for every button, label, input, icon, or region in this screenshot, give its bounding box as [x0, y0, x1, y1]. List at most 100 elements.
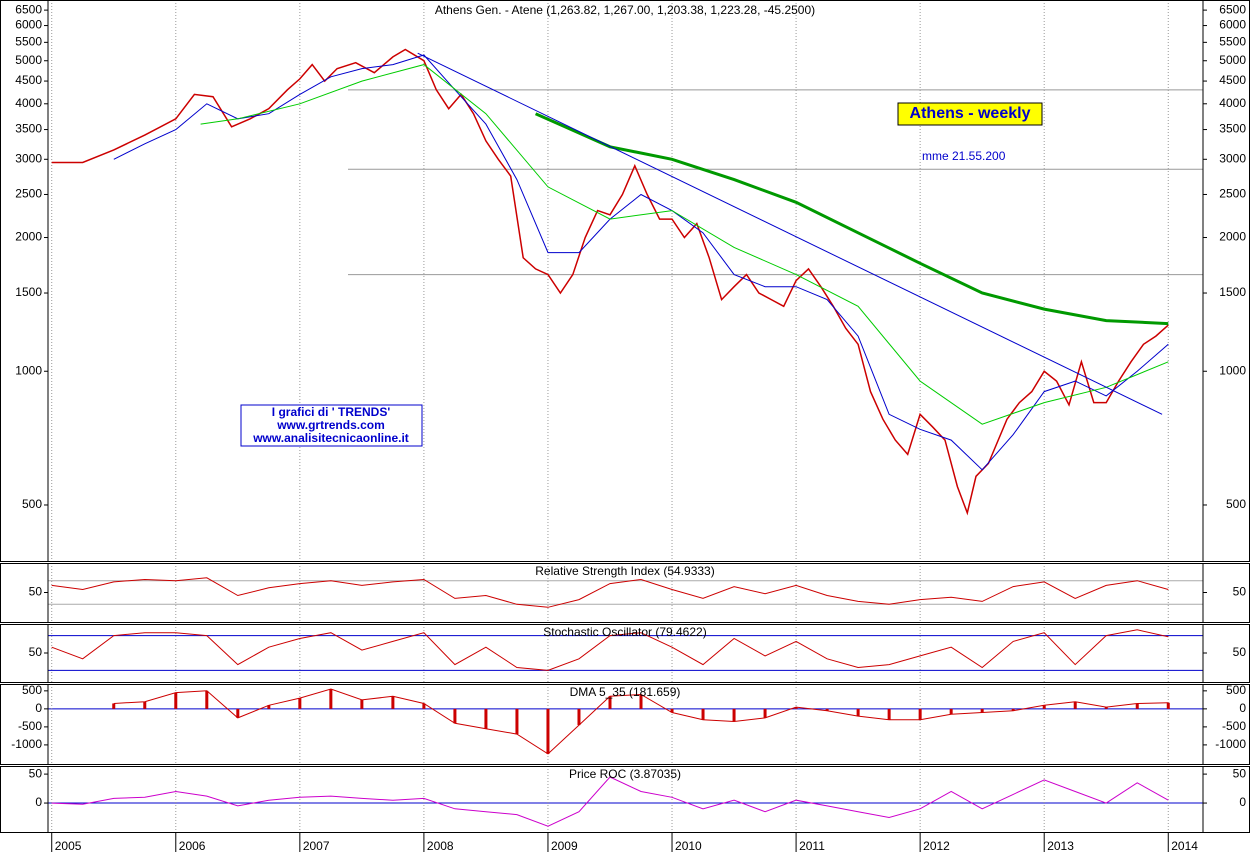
- series-line: [534, 112, 1169, 326]
- y-tick-label: 0: [1239, 795, 1246, 809]
- bar: [422, 703, 426, 709]
- annotation: mme 21.55.200: [922, 149, 1006, 163]
- y-tick-label: 4000: [15, 96, 42, 110]
- x-tick-label: 2006: [179, 839, 206, 853]
- bar: [453, 708, 457, 724]
- bar: [825, 708, 829, 711]
- series-line: [51, 577, 1169, 608]
- x-tick-label: 2008: [427, 839, 454, 853]
- y-tick-label: 2000: [15, 230, 42, 244]
- bar: [1104, 707, 1108, 709]
- bar: [794, 707, 798, 709]
- y-tick-label: 500: [1226, 683, 1246, 697]
- y-tick-label: 3500: [15, 122, 42, 136]
- y-tick-label: 3000: [15, 151, 42, 165]
- y-tick-label: 5000: [1219, 53, 1246, 67]
- y-tick-label: 1500: [15, 285, 42, 299]
- y-tick-label: 0: [1239, 701, 1246, 715]
- y-tick-label: 4000: [1219, 96, 1246, 110]
- panel-title: Relative Strength Index (54.9333): [535, 564, 714, 578]
- grid-layer: [44, 0, 1207, 852]
- y-tick-label: 4500: [15, 73, 42, 87]
- y-tick-label: 1500: [1219, 285, 1246, 299]
- y-tick-label: 0: [35, 701, 42, 715]
- x-tick-label: 2013: [1047, 839, 1074, 853]
- y-tick-label: 500: [22, 497, 42, 511]
- y-tick-label: 1000: [15, 363, 42, 377]
- chart-title: Athens Gen. - Atene (1,263.82, 1,267.00,…: [435, 3, 815, 17]
- series-line: [51, 629, 1169, 671]
- bar: [143, 701, 147, 709]
- bar: [174, 692, 178, 709]
- y-tick-label: 5500: [1219, 35, 1246, 49]
- x-tick-label: 2014: [1171, 839, 1198, 853]
- bar: [112, 703, 116, 709]
- y-tick-label: 50: [29, 766, 43, 780]
- bar: [887, 708, 891, 720]
- panel-title: Price ROC (3.87035): [569, 767, 681, 781]
- bar: [980, 708, 984, 713]
- y-tick-label: 5500: [15, 35, 42, 49]
- bar: [1073, 701, 1077, 709]
- x-tick-label: 2012: [923, 839, 950, 853]
- bar: [236, 708, 240, 718]
- bar: [391, 696, 395, 709]
- panel-title: Stochastic Oscillator (79.4622): [543, 625, 706, 639]
- bar: [360, 699, 364, 709]
- y-tick-label: 1000: [1219, 363, 1246, 377]
- annotation-box: [240, 404, 423, 447]
- y-tick-label: -1000: [11, 737, 42, 751]
- series-line: [417, 52, 1163, 415]
- y-tick-label: 50: [1233, 645, 1247, 659]
- annotation-box: [897, 102, 1043, 126]
- x-tick-label: 2005: [55, 839, 82, 853]
- y-tick-label: 0: [35, 795, 42, 809]
- y-tick-label: 500: [1226, 497, 1246, 511]
- bar: [546, 708, 550, 754]
- bar: [577, 708, 581, 726]
- y-tick-label: 5000: [15, 53, 42, 67]
- series-line: [200, 64, 1169, 425]
- series-line: [113, 688, 1169, 755]
- y-tick-label: -1000: [1215, 737, 1246, 751]
- y-tick-label: 2000: [1219, 230, 1246, 244]
- y-tick-label: 2500: [15, 187, 42, 201]
- x-tick-label: 2011: [799, 839, 825, 853]
- y-tick-label: 50: [1233, 766, 1247, 780]
- y-tick-label: 3500: [1219, 122, 1246, 136]
- y-tick-label: -500: [1222, 719, 1246, 733]
- y-tick-label: 4500: [1219, 73, 1246, 87]
- bar: [1166, 702, 1170, 709]
- bar: [608, 696, 612, 709]
- annotation: Athens - weekly: [910, 105, 1031, 122]
- bar: [205, 690, 209, 709]
- y-tick-label: 2500: [1219, 187, 1246, 201]
- annotation: www.grtrends.com: [276, 418, 385, 432]
- bar: [298, 698, 302, 709]
- marks-layer: [51, 48, 1170, 827]
- y-tick-label: 6500: [15, 2, 42, 16]
- y-tick-label: -500: [18, 719, 42, 733]
- y-tick-label: 6500: [1219, 2, 1246, 16]
- series-line: [51, 776, 1169, 827]
- bar: [949, 708, 953, 715]
- bar: [701, 708, 705, 720]
- bar: [856, 708, 860, 717]
- bar: [484, 708, 488, 729]
- bar: [918, 708, 922, 720]
- bar: [515, 708, 519, 735]
- x-tick-label: 2010: [675, 839, 702, 853]
- annotation: www.analisitecnicaonline.it: [252, 431, 409, 445]
- x-tick-label: 2007: [303, 839, 330, 853]
- bar: [1135, 703, 1139, 709]
- y-tick-label: 50: [29, 585, 43, 599]
- bar: [267, 705, 271, 709]
- annotation: I grafici di ' TRENDS': [272, 405, 391, 419]
- bar: [1011, 708, 1015, 711]
- bar: [1042, 705, 1046, 709]
- bar: [329, 689, 333, 709]
- y-tick-label: 6000: [1219, 18, 1246, 32]
- y-tick-label: 50: [29, 645, 43, 659]
